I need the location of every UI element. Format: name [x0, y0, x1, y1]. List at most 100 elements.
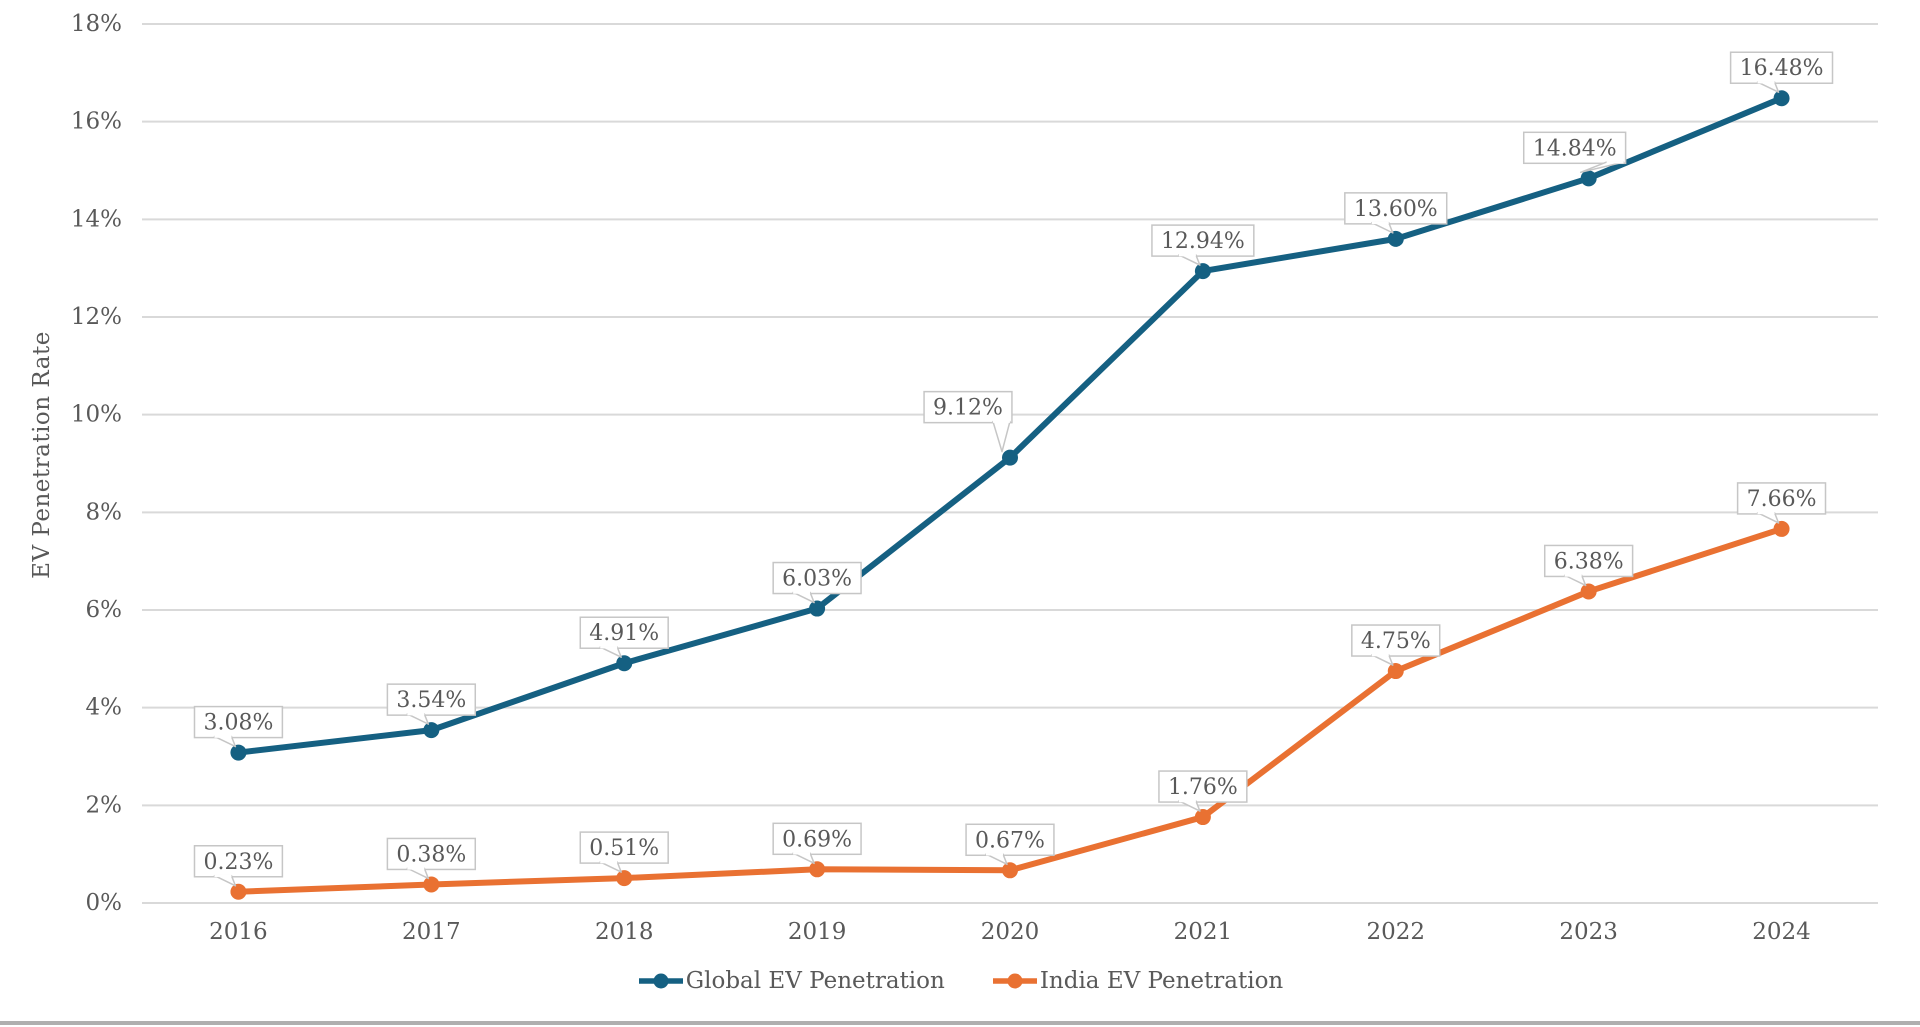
- y-tick-label: 10%: [71, 402, 122, 428]
- data-label-pointer: [992, 420, 1011, 453]
- data-label-box: [923, 390, 1013, 424]
- data-label-text: 12.94%: [1161, 229, 1245, 254]
- data-label-pointer-seam: [1178, 253, 1196, 257]
- y-tick-label: 12%: [71, 304, 122, 330]
- data-label-pointer-seam: [407, 712, 425, 716]
- data-label-pointer-seam: [214, 874, 232, 877]
- data-point-marker: [1194, 263, 1211, 280]
- y-tick-label: 6%: [86, 597, 123, 623]
- x-axis-label: 2021: [1174, 919, 1233, 945]
- data-label-pointer-seam: [1178, 799, 1196, 803]
- data-label-pointer: [406, 867, 430, 880]
- data-label-callout: 9.12%: [923, 390, 1013, 453]
- data-label-callout: 4.91%: [579, 616, 669, 658]
- data-label-callout: 0.69%: [772, 822, 862, 865]
- legend-item-global-ev-penetration: Global EV Penetration: [637, 968, 945, 994]
- data-label-pointer: [1371, 654, 1394, 666]
- data-point-marker: [423, 876, 440, 893]
- data-point-marker: [1194, 809, 1211, 826]
- data-label-pointer: [1756, 511, 1780, 524]
- data-label-text: 9.12%: [933, 396, 1003, 421]
- data-label-callout: 14.84%: [1522, 131, 1627, 174]
- data-point-marker: [616, 655, 633, 672]
- data-label-box: [193, 845, 284, 878]
- data-label-text: 14.84%: [1533, 136, 1617, 161]
- series-global-ev-penetration: [230, 90, 1790, 761]
- x-axis-label: 2024: [1752, 919, 1811, 945]
- data-point-marker: [230, 744, 247, 761]
- data-point-marker: [809, 600, 826, 617]
- data-label-text: 6.38%: [1554, 549, 1624, 574]
- data-label-callout: 0.51%: [579, 831, 669, 873]
- legend-item-india-ev-penetration: India EV Penetration: [991, 968, 1283, 994]
- chart-legend: Global EV Penetration India EV Penetratio…: [0, 962, 1920, 1000]
- x-axis-label: 2022: [1367, 919, 1426, 945]
- data-label-callout: 3.54%: [386, 683, 477, 725]
- data-label-pointer-seam: [1757, 511, 1775, 515]
- data-label-callout: 4.75%: [1351, 624, 1441, 666]
- window-bottom-edge: [0, 1021, 1920, 1025]
- data-label-text: 13.60%: [1354, 197, 1438, 222]
- data-label-callout: 16.48%: [1729, 51, 1834, 93]
- data-label-text: 1.76%: [1168, 775, 1238, 800]
- data-label-pointer-seam: [600, 860, 618, 864]
- data-label-pointer: [599, 861, 622, 873]
- x-axis-label: 2019: [788, 919, 847, 945]
- y-tick-label: 4%: [86, 695, 123, 721]
- legend-label: India EV Penetration: [1039, 968, 1284, 994]
- data-label-pointer: [213, 735, 237, 748]
- x-axis-label: 2016: [209, 919, 268, 945]
- data-label-box: [579, 831, 669, 864]
- y-tick-labels: 0% 2% 4% 6% 8% 10% 12% 14% 16% 18%: [71, 11, 122, 916]
- x-axis-label: 2017: [402, 919, 461, 945]
- data-label-callout: 0.67%: [965, 823, 1055, 866]
- data-label-pointer: [1756, 81, 1780, 93]
- data-label-pointer-seam: [1371, 653, 1389, 657]
- data-label-pointer-seam: [1757, 81, 1775, 84]
- data-label-pointer-seam: [600, 646, 618, 649]
- data-label-pointer-seam: [1371, 221, 1389, 225]
- data-label-pointer: [1371, 221, 1394, 234]
- series-india-ev-penetration: [230, 520, 1790, 900]
- data-point-marker: [1580, 170, 1597, 187]
- data-label-pointer: [792, 591, 815, 604]
- data-label-text: 0.51%: [589, 836, 659, 861]
- data-point-marker: [1580, 583, 1597, 600]
- data-label-box: [772, 561, 862, 595]
- data-label-text: 4.75%: [1361, 629, 1431, 654]
- data-labels-global: 3.08% 3.54% 4.91% 6.03% 9.12% 12.94% 13.60% 14.…: [193, 51, 1834, 748]
- data-label-text: 0.67%: [975, 828, 1045, 853]
- data-label-callout: 1.76%: [1158, 770, 1248, 812]
- data-label-pointer-seam: [407, 867, 425, 870]
- data-label-box: [386, 837, 477, 871]
- y-tick-label: 16%: [71, 109, 122, 135]
- data-label-callout: 0.23%: [193, 845, 284, 887]
- data-label-text: 0.69%: [782, 827, 852, 852]
- legend-dot: [653, 973, 669, 989]
- data-label-text: 4.91%: [589, 621, 659, 646]
- data-label-box: [1522, 131, 1627, 165]
- data-label-pointer-seam: [986, 853, 1003, 856]
- data-label-text: 16.48%: [1740, 56, 1824, 81]
- data-label-callout: 7.66%: [1736, 482, 1827, 524]
- data-label-callout: 3.08%: [193, 705, 284, 748]
- x-axis-labels: 2016 2017 2018 2019 2020 2021 2022 2023 2024: [209, 919, 1811, 945]
- data-label-text: 0.23%: [203, 850, 273, 875]
- data-label-callout: 13.60%: [1344, 192, 1448, 234]
- data-label-box: [965, 823, 1055, 857]
- data-label-box: [1151, 224, 1255, 257]
- data-label-box: [1158, 770, 1248, 803]
- legend-line-marker-icon: [992, 973, 1037, 989]
- data-point-marker: [1773, 520, 1790, 537]
- data-label-callout: 12.94%: [1151, 224, 1255, 266]
- data-label-box: [1736, 482, 1827, 515]
- data-label-box: [579, 616, 669, 649]
- series-line: [235, 95, 1785, 756]
- data-point-marker: [809, 861, 826, 878]
- data-label-pointer: [792, 852, 815, 865]
- y-tick-label: 14%: [71, 206, 122, 232]
- data-label-box: [1543, 544, 1634, 578]
- data-label-text: 7.66%: [1747, 487, 1817, 512]
- y-tick-label: 8%: [86, 499, 123, 525]
